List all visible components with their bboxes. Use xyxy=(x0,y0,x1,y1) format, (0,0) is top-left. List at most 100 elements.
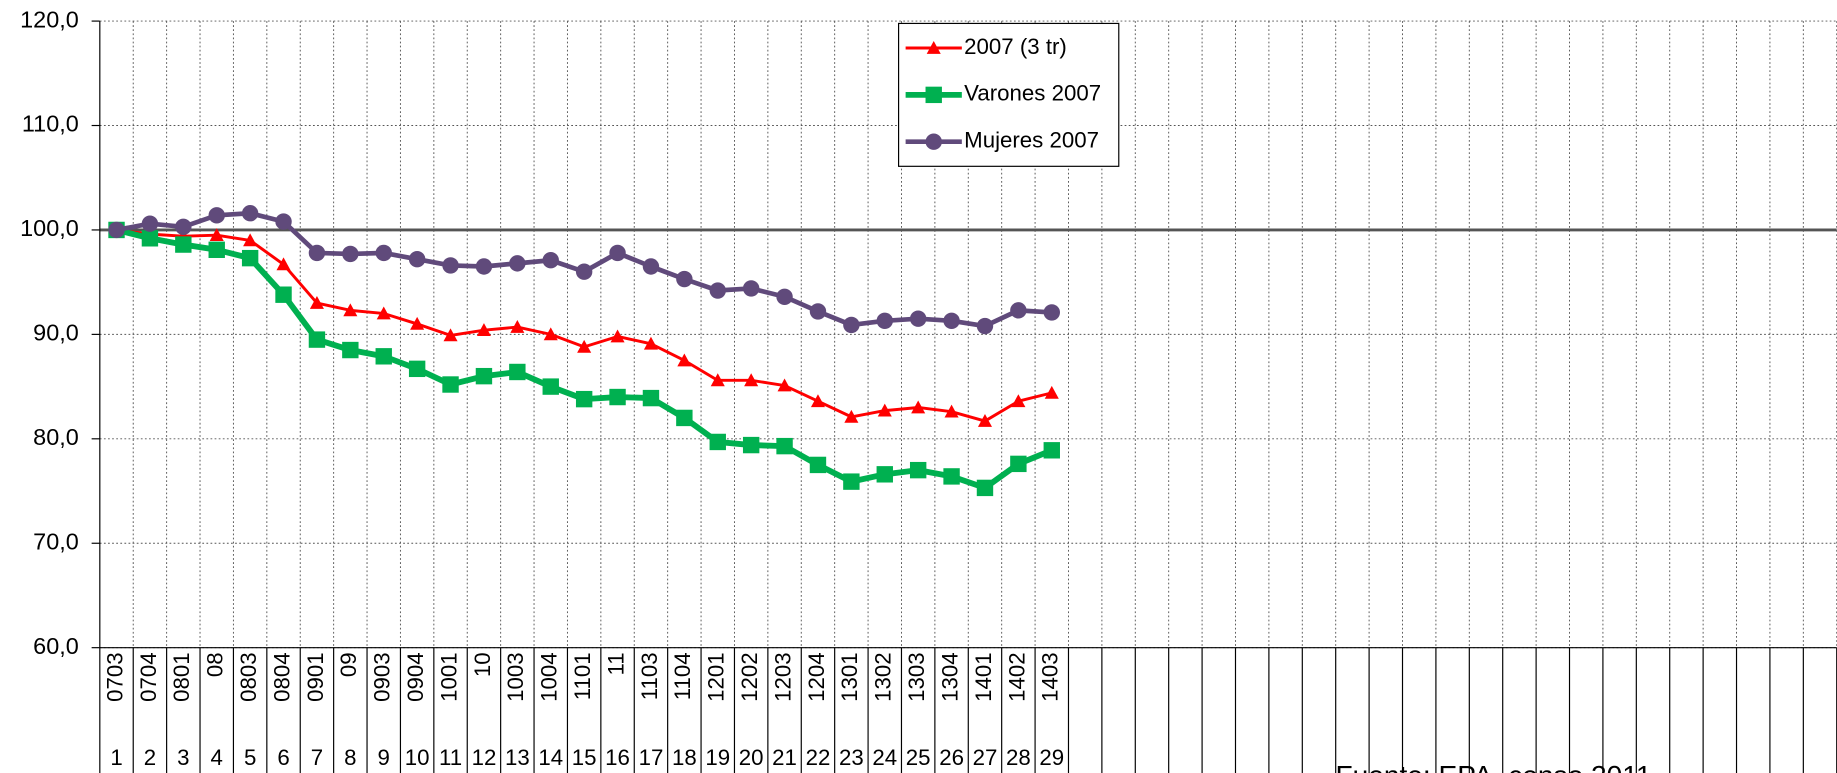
x-tick-number: 1 xyxy=(110,745,122,770)
marker xyxy=(676,409,693,427)
marker xyxy=(642,258,660,275)
marker xyxy=(342,245,359,263)
marker xyxy=(944,404,959,418)
x-tick-number: 3 xyxy=(177,745,189,770)
marker xyxy=(575,390,593,408)
x-tick-label: 1204 xyxy=(804,652,829,702)
marker xyxy=(376,306,391,320)
marker xyxy=(677,353,692,367)
x-tick-label: 1103 xyxy=(637,652,662,700)
x-tick-number: 9 xyxy=(378,745,390,770)
x-tick-number: 14 xyxy=(538,745,563,770)
legend-label: Mujeres 2007 xyxy=(964,128,1099,153)
marker xyxy=(509,255,526,272)
marker xyxy=(443,328,458,342)
y-tick-label: 70,0 xyxy=(33,528,79,554)
marker xyxy=(476,323,491,337)
marker xyxy=(943,312,960,330)
marker xyxy=(510,320,525,333)
legend-label: Varones 2007 xyxy=(964,81,1101,106)
marker xyxy=(1044,385,1059,399)
marker xyxy=(108,221,125,239)
marker xyxy=(543,327,558,341)
x-tick-number: 13 xyxy=(505,745,530,770)
marker xyxy=(275,213,292,230)
x-tick-label: 09 xyxy=(336,652,361,677)
x-tick-label: 1104 xyxy=(670,652,695,700)
marker xyxy=(577,339,592,353)
y-tick-label: 60,0 xyxy=(33,633,79,659)
y-tick-label: 110,0 xyxy=(22,111,79,137)
x-tick-label: 1004 xyxy=(537,652,562,702)
marker xyxy=(642,389,660,407)
x-tick-label: 1003 xyxy=(503,652,528,702)
marker xyxy=(1010,455,1027,473)
x-tick-label: 0901 xyxy=(303,652,328,702)
x-tick-label: 1304 xyxy=(937,652,962,702)
marker xyxy=(475,367,493,385)
x-tick-label: 1201 xyxy=(704,652,729,702)
marker xyxy=(1043,304,1060,321)
marker xyxy=(877,403,892,417)
x-tick-label: 0803 xyxy=(236,652,261,702)
x-tick-label: 1303 xyxy=(904,652,929,702)
marker xyxy=(676,270,693,288)
marker xyxy=(1043,442,1060,459)
marker xyxy=(410,316,425,330)
legend-marker xyxy=(925,86,942,104)
marker xyxy=(1011,394,1026,408)
marker xyxy=(876,466,893,483)
marker xyxy=(342,341,359,359)
marker xyxy=(844,409,859,423)
marker xyxy=(777,378,792,392)
marker xyxy=(343,303,358,317)
marker xyxy=(776,288,793,305)
marker xyxy=(643,336,658,350)
marker xyxy=(241,205,259,222)
x-tick-label: 0904 xyxy=(403,652,428,702)
marker xyxy=(241,249,259,267)
marker xyxy=(308,331,326,348)
x-tick-number: 4 xyxy=(211,745,223,770)
x-tick-number: 2 xyxy=(144,745,156,770)
x-tick-label: 08 xyxy=(203,652,228,677)
x-tick-label: 1203 xyxy=(770,652,795,702)
marker xyxy=(609,388,626,406)
legend-marker xyxy=(925,133,942,150)
marker xyxy=(876,312,893,330)
x-tick-number: 17 xyxy=(639,745,664,770)
marker xyxy=(442,376,459,393)
x-tick-number: 12 xyxy=(472,745,497,770)
marker xyxy=(1010,302,1027,319)
x-tick-number: 15 xyxy=(572,745,597,770)
x-tick-number: 19 xyxy=(705,745,730,770)
marker xyxy=(809,456,827,474)
marker xyxy=(141,215,159,232)
y-tick-label: 90,0 xyxy=(33,320,79,346)
x-tick-label: 0704 xyxy=(136,652,161,702)
marker xyxy=(542,378,559,395)
x-tick-number: 26 xyxy=(939,745,964,770)
marker xyxy=(710,373,725,387)
marker xyxy=(776,437,793,455)
x-tick-number: 11 xyxy=(439,745,462,770)
x-tick-number: 6 xyxy=(277,745,289,770)
x-tick-number: 7 xyxy=(311,745,323,770)
marker xyxy=(744,373,759,387)
x-tick-number: 5 xyxy=(244,745,256,770)
x-tick-label: 1401 xyxy=(971,652,996,702)
marker xyxy=(909,461,927,479)
x-tick-label: 1403 xyxy=(1038,652,1063,702)
marker xyxy=(911,400,926,414)
x-tick-number: 10 xyxy=(405,745,430,770)
marker xyxy=(408,250,426,268)
marker xyxy=(742,436,760,454)
x-tick-number: 22 xyxy=(806,745,831,770)
x-tick-number: 25 xyxy=(906,745,931,770)
x-tick-number: 29 xyxy=(1039,745,1064,770)
marker xyxy=(408,360,426,378)
marker xyxy=(175,218,192,236)
marker xyxy=(610,329,625,343)
